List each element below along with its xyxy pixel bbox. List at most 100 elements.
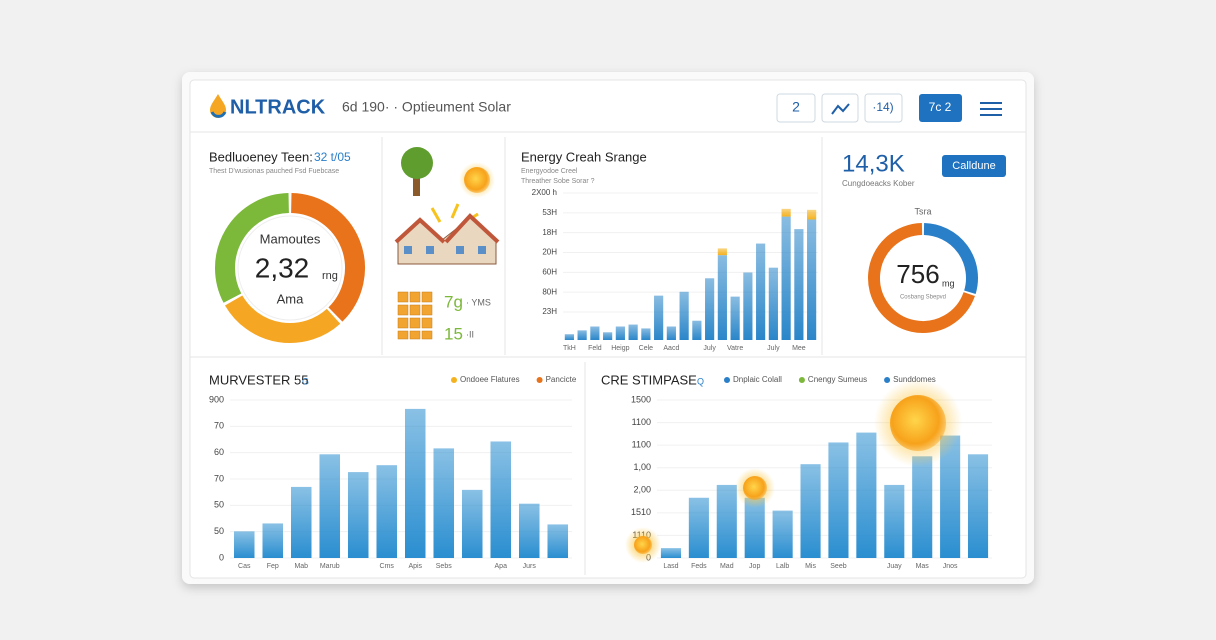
panel-title: Energy Creah Srange: [521, 149, 647, 164]
panel-subtitle: Thest D'wusionas pauched Fsd Fuebcase: [209, 168, 339, 175]
button[interactable]: [864, 93, 903, 123]
bar: [912, 456, 933, 558]
bar: [807, 219, 817, 340]
y-tick-label: 53H: [542, 208, 557, 217]
bar: [577, 330, 587, 340]
y-tick-label: 50: [214, 526, 224, 536]
donut-segment: [868, 223, 975, 333]
x-tick-label: Juay: [887, 563, 902, 570]
donut-inner: [237, 215, 343, 321]
dividers: [190, 131, 1026, 575]
donut-label: Ama: [277, 291, 305, 306]
button-primary[interactable]: [919, 94, 962, 122]
stat-value: 7g: [444, 292, 463, 311]
bar: [730, 296, 740, 340]
badge: 32 t/05: [314, 150, 351, 164]
legend-label: Cnengy Sumeus: [808, 375, 867, 384]
button-label[interactable]: 2: [792, 99, 800, 115]
bar: [564, 334, 574, 340]
bar: [688, 497, 709, 558]
y-tick-label: 900: [209, 394, 224, 404]
bar: [490, 441, 512, 558]
sun: [464, 167, 490, 193]
x-tick-label: Jnos: [943, 563, 958, 570]
x-tick-label: Cms: [380, 563, 395, 570]
x-tick-label: Sebs: [436, 563, 452, 570]
bar: [319, 454, 341, 558]
y-tick-label: 60H: [542, 267, 557, 276]
sun: [634, 536, 652, 554]
y-tick-label: 70: [214, 421, 224, 431]
x-tick-label: Fep: [267, 563, 279, 570]
bar: [772, 510, 793, 558]
tree-trunk: [413, 170, 420, 196]
x-tick-label: Lalb: [776, 563, 789, 570]
x-tick-label: Cele: [639, 345, 654, 352]
bar: [666, 326, 676, 340]
sun: [890, 395, 946, 451]
button-primary[interactable]: [942, 155, 1006, 177]
x-tick-label: Mad: [720, 563, 734, 570]
menu-icon[interactable]: [980, 102, 1002, 116]
subtitle: 6d 190· · Optieument Solar: [342, 99, 511, 115]
y-tick-label: 1100: [632, 417, 651, 427]
bar: [940, 435, 961, 558]
x-tick-label: July: [767, 345, 780, 352]
bar: [743, 272, 753, 340]
donut-value: 2,32: [255, 252, 310, 283]
button-label[interactable]: 7c 2: [929, 100, 952, 114]
stat-note: ·II: [466, 329, 474, 339]
x-tick-label: Heigp: [611, 345, 629, 352]
donut-value: 756: [896, 259, 939, 289]
x-tick-label: Jop: [749, 563, 760, 570]
bar: [781, 216, 791, 340]
donut-note: Cosbang Sbepvd: [900, 295, 946, 301]
button-icon: [831, 103, 850, 115]
bar: [828, 442, 849, 558]
logo-wave: [210, 111, 227, 118]
donut-segment: [225, 295, 341, 343]
donut-caption: Tsra: [914, 206, 931, 216]
button-label[interactable]: Calldune: [952, 160, 995, 172]
donut-label: Mamoutes: [260, 231, 321, 246]
legend-dot: [884, 377, 891, 383]
x-tick-label: Vatre: [727, 345, 743, 352]
bar: [641, 328, 651, 340]
tree: [401, 147, 433, 179]
bar: [717, 248, 727, 256]
button[interactable]: [776, 93, 816, 123]
legend-label: Ondoee Flatures: [460, 375, 520, 384]
bar: [628, 324, 638, 340]
y-tick-label: 50: [214, 500, 224, 510]
x-tick-label: Lasd: [663, 563, 678, 570]
panel-title: Bedluoeney Teen:: [209, 149, 313, 164]
panel-title: MURVESTER 55: [209, 372, 308, 387]
panel-subtitle: Energyodoe Creel: [521, 168, 578, 175]
y-tick-label: 0: [219, 552, 224, 562]
y-tick-label: 18H: [542, 228, 557, 237]
sun: [743, 476, 767, 500]
bar: [615, 326, 625, 340]
button-label[interactable]: ·14): [872, 100, 893, 114]
bar: [705, 278, 715, 340]
x-tick-label: Marub: [320, 563, 340, 570]
donut-unit: mg: [942, 278, 955, 288]
x-tick-label: Mis: [805, 563, 816, 570]
x-tick-label: Apa: [495, 563, 508, 570]
x-tick-label: July: [703, 345, 716, 352]
x-tick-label: Cas: [238, 563, 251, 570]
bar: [756, 243, 766, 340]
bar: [547, 524, 569, 558]
x-tick-label: Apis: [408, 563, 422, 570]
bar: [590, 326, 600, 340]
x-tick-label: Feds: [691, 563, 707, 570]
donut-segment: [923, 223, 978, 294]
y-tick-label: 80H: [542, 287, 557, 296]
y-tick-label: 1100: [632, 440, 651, 450]
bar: [768, 267, 778, 340]
legend-label: Pancicte: [546, 375, 577, 384]
x-tick-label: Feld: [588, 345, 602, 352]
logo-icon: [210, 94, 226, 118]
